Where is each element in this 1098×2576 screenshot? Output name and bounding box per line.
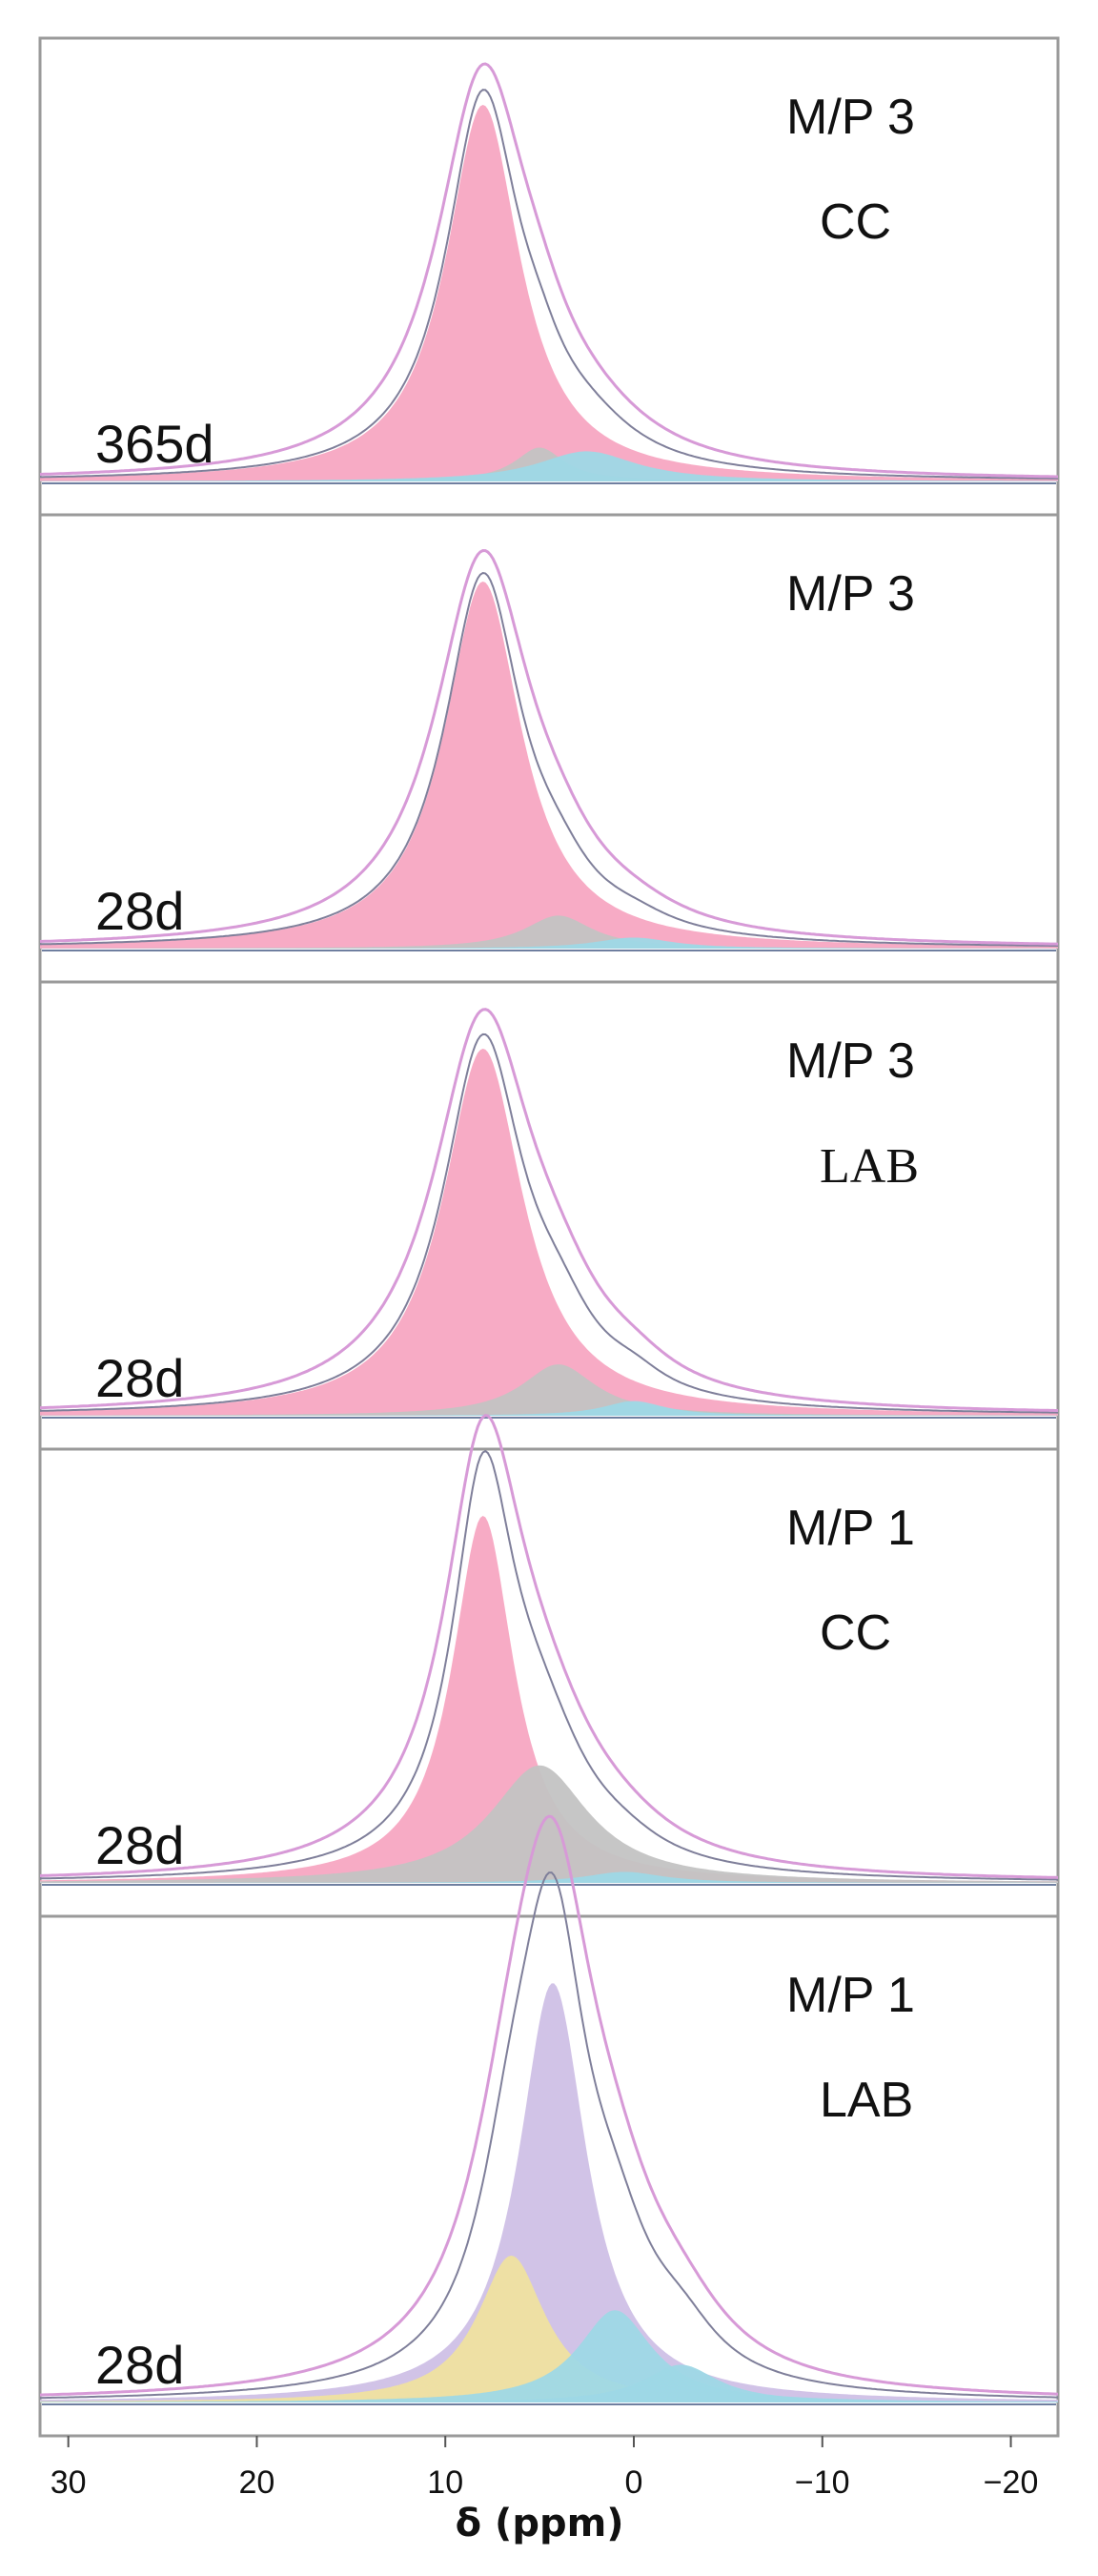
- component-peak-2: [40, 1765, 1058, 1883]
- panel-title: M/P 3: [786, 566, 915, 622]
- experimental-curve: [39, 1814, 1059, 2397]
- component-peak-3: [40, 451, 1058, 481]
- sum-curve: [39, 1871, 1058, 2400]
- panel-subtitle: CC: [820, 1605, 891, 1661]
- component-peak-1: [40, 582, 1058, 949]
- sum-curve: [40, 89, 1058, 480]
- component-peak-2: [40, 915, 1058, 949]
- age-label: 28d: [95, 1348, 184, 1408]
- panel-title: M/P 1: [786, 1501, 915, 1556]
- panel-title: M/P 3: [786, 90, 915, 145]
- experimental-curve: [39, 548, 1059, 946]
- experimental-curve: [39, 1414, 1059, 1879]
- x-tick-label: 10: [427, 2464, 463, 2501]
- panel-subtitle: LAB: [820, 2073, 913, 2128]
- experimental-curve: [40, 1008, 1058, 1412]
- component-peak-2: [40, 2256, 1058, 2402]
- component-peak-3: [40, 1871, 1058, 1883]
- panel-subtitle: LAB: [820, 1139, 919, 1194]
- age-label: 28d: [95, 881, 184, 941]
- panel-subtitle: CC: [820, 194, 891, 250]
- sum-curve: [39, 1032, 1059, 1414]
- x-tick-label: −10: [795, 2464, 850, 2501]
- x-axis-title: δ (ppm): [456, 2502, 624, 2545]
- component-peak-3: [40, 937, 1058, 949]
- panel-title: M/P 1: [786, 1968, 915, 2023]
- spectrum-panel-4: M/P 1 CC 28d: [38, 1414, 1060, 1918]
- sum-curve: [39, 1449, 1059, 1881]
- x-tick-label: 0: [625, 2464, 643, 2501]
- component-peak-2: [40, 1364, 1058, 1416]
- age-label: 365d: [95, 414, 214, 474]
- spectrum-panel-3: M/P 3 LAB 28d: [38, 980, 1060, 1451]
- age-label: 28d: [95, 2335, 184, 2395]
- spectra-panels: M/P 3 CC 365d M/P 3 28d M/P 3 LAB 28d M/P 1 CC 28d…: [38, 36, 1060, 2438]
- age-label: 28d: [95, 1815, 184, 1875]
- component-peak-3: [40, 2310, 1058, 2402]
- component-peak-1: [40, 105, 1058, 481]
- spectrum-panel-5: M/P 1 LAB 28d: [38, 1814, 1060, 2438]
- experimental-curve: [39, 62, 1058, 479]
- component-peak-1: [40, 1983, 1058, 2402]
- x-tick-label: −20: [984, 2464, 1039, 2501]
- component-peak-1: [40, 1049, 1058, 1416]
- x-tick-label: 20: [239, 2464, 275, 2501]
- spectrum-panel-1: M/P 3 CC 365d: [38, 36, 1060, 517]
- x-axis: 30 20 10 0 −10 −20 δ (ppm): [51, 2436, 1039, 2545]
- spectrum-panel-2: M/P 3 28d: [38, 513, 1060, 984]
- x-tick-label: 30: [51, 2464, 87, 2501]
- sum-curve: [39, 571, 1059, 948]
- panel-title: M/P 3: [786, 1033, 915, 1089]
